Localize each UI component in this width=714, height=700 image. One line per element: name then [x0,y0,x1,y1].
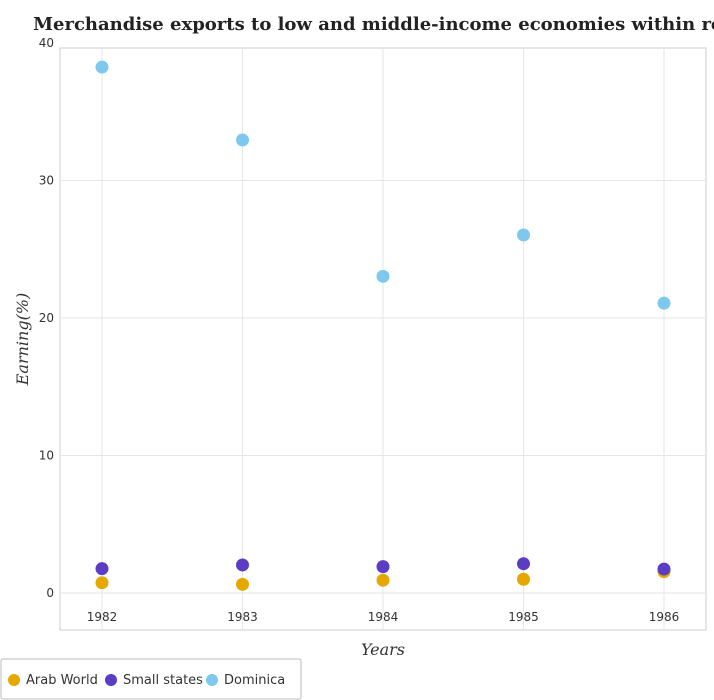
point-dominica [236,133,249,147]
legend: Arab World Small states Dominica [0,658,302,700]
point-arab-world [517,572,530,586]
legend-label: Dominica [224,673,285,688]
y-tick-label: 0 [46,586,54,600]
grid [60,48,706,630]
x-axis-label: Years [361,640,405,659]
legend-marker [206,674,218,686]
point-arab-world [236,577,249,591]
x-tick-label: 1984 [368,610,399,624]
point-small-states [517,557,530,571]
chart-title: Merchandise exports to low and middle-in… [33,14,714,35]
point-arab-world [376,573,390,587]
point-dominica [657,296,671,310]
x-tick-label: 1983 [227,610,258,624]
point-small-states [95,562,109,576]
legend-marker [8,674,20,686]
x-tick-label: 1986 [649,610,680,624]
point-dominica [376,269,390,283]
x-axis-ticks: 1982 1983 1984 1985 1986 [87,610,680,624]
legend-marker [105,674,117,686]
legend-label: Arab World [26,673,98,688]
y-tick-label: 30 [39,174,54,188]
point-small-states [657,562,671,576]
x-tick-label: 1982 [87,610,118,624]
y-tick-label: 20 [39,311,54,325]
point-arab-world [95,576,109,590]
legend-label: Small states [123,673,203,688]
y-tick-label: 40 [39,36,54,50]
point-small-states [376,560,390,574]
y-axis-ticks: 0 10 20 30 40 [39,36,54,600]
point-dominica [95,60,109,74]
x-tick-label: 1985 [508,610,539,624]
y-tick-label: 10 [39,449,54,463]
point-small-states [236,558,249,572]
y-axis-label: Earning(%) [13,293,32,387]
point-dominica [517,228,530,242]
data-points [95,60,671,591]
